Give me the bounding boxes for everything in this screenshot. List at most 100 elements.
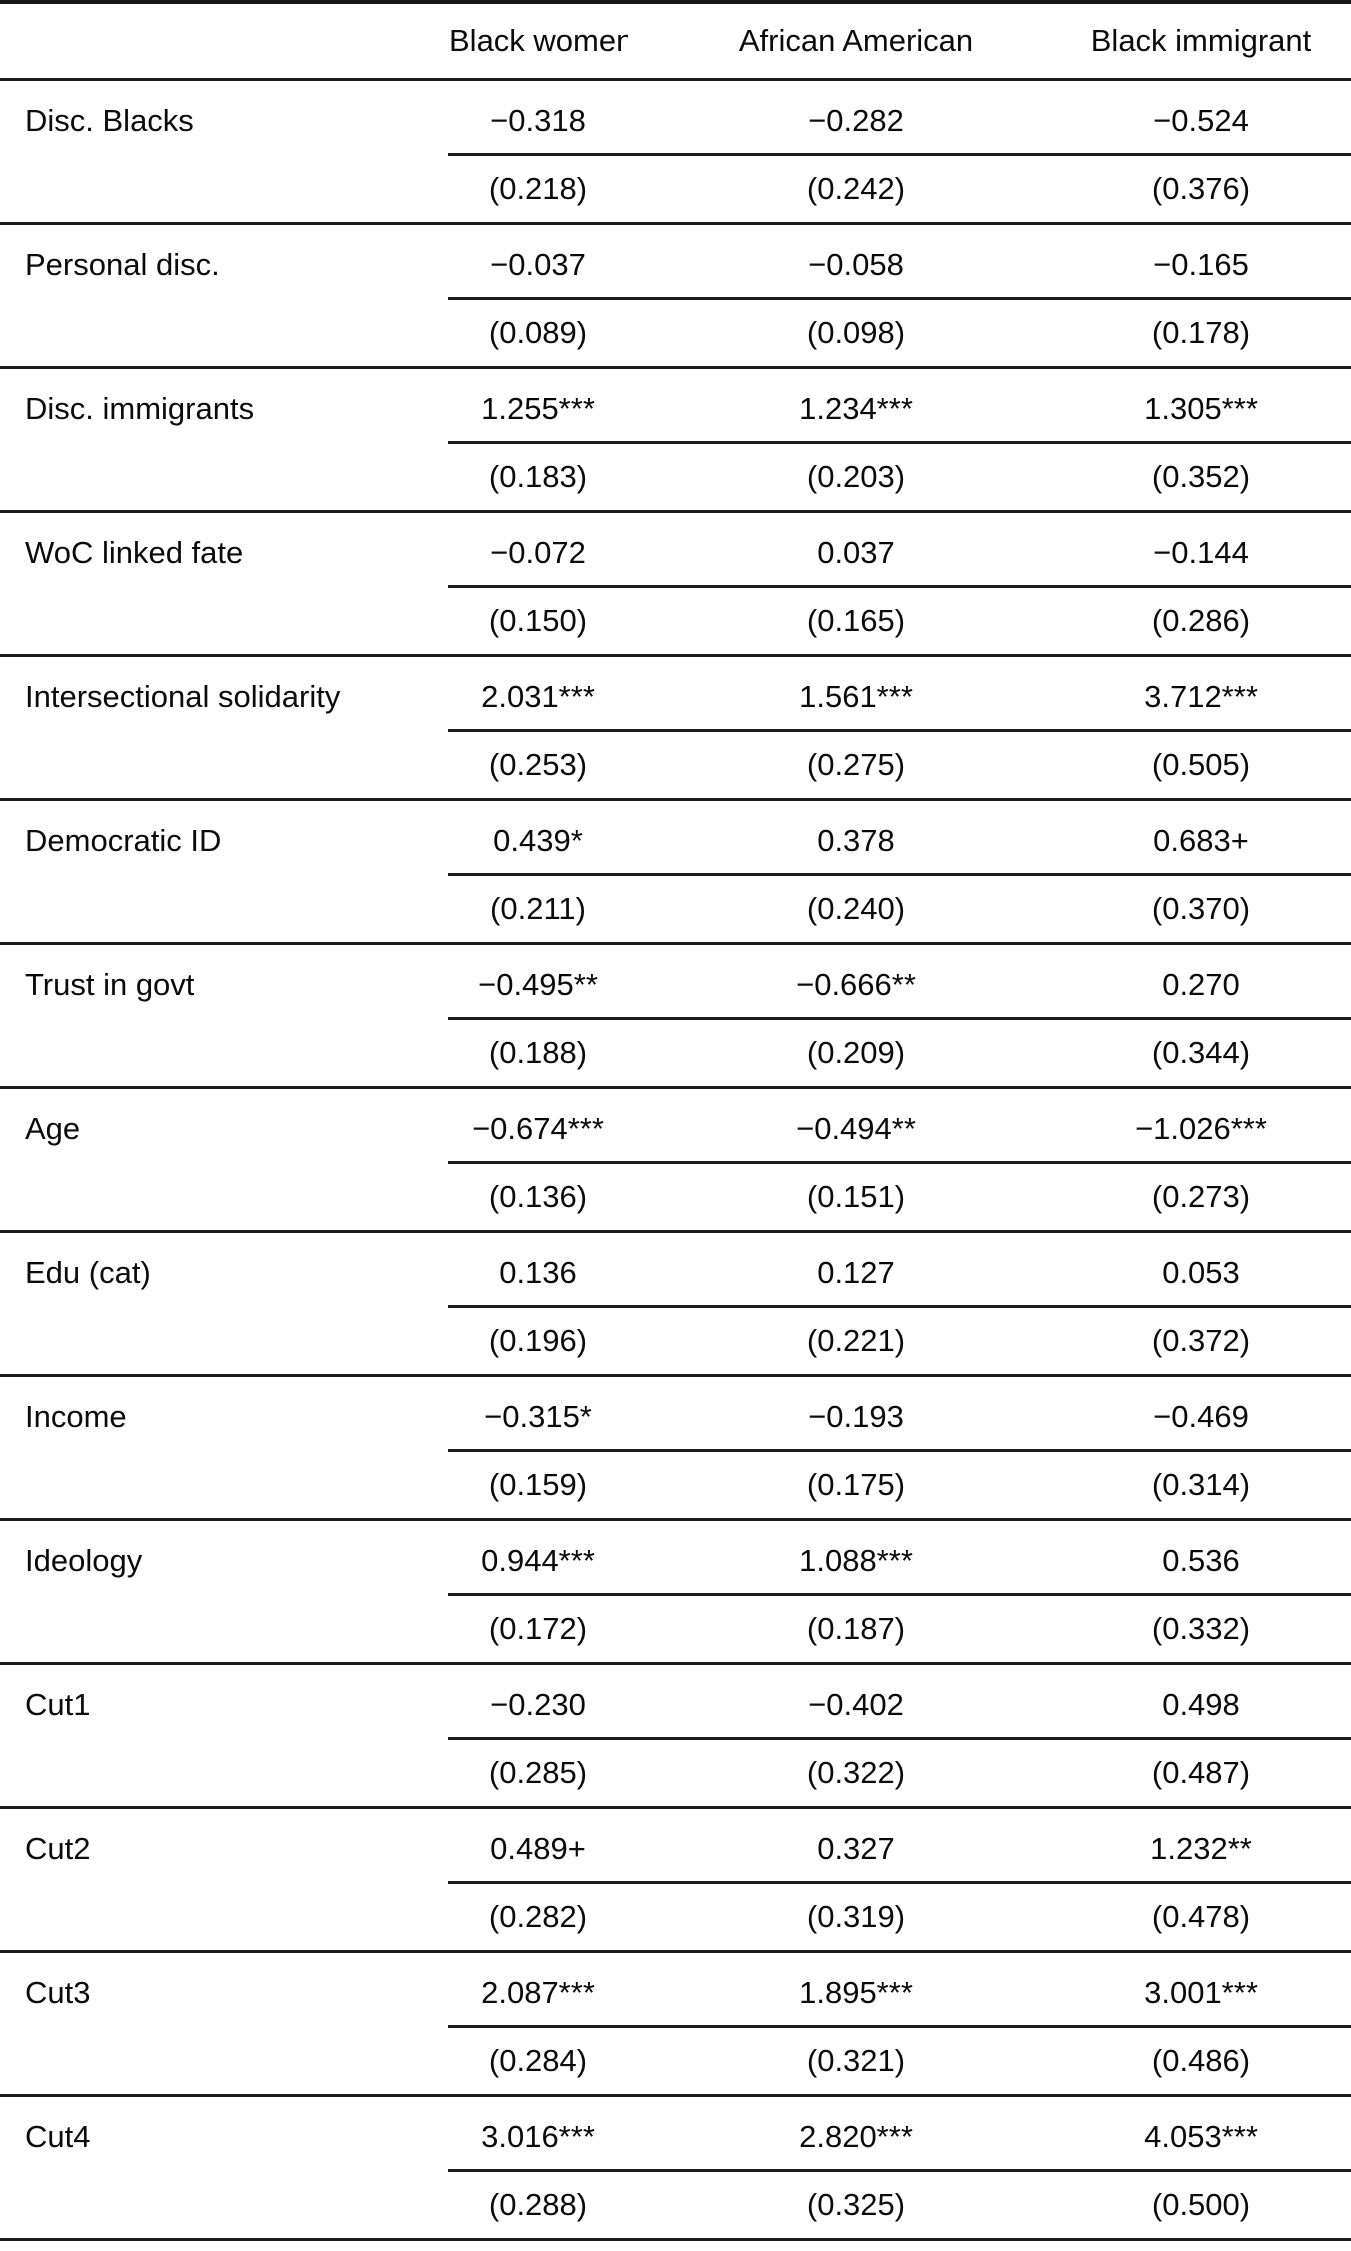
coefficient-value: 1.561***	[628, 655, 1084, 732]
row-label: Cut1	[25, 1687, 91, 1723]
standard-error-value: (0.325)	[628, 2170, 1084, 2241]
standard-error-value: (0.321)	[628, 2026, 1084, 2097]
coefficient-row: Cut4 3.016*** 2.820*** 4.053***	[0, 2095, 1351, 2172]
coefficient-value: 1.895***	[628, 1951, 1084, 2028]
standard-error-row: (0.188) (0.209) (0.344)	[0, 1018, 1351, 1089]
standard-error-value: (0.150)	[448, 586, 628, 657]
standard-error-value: (0.203)	[628, 442, 1084, 513]
standard-error-row: (0.183) (0.203) (0.352)	[0, 442, 1351, 513]
standard-error-value: (0.370)	[1084, 874, 1351, 945]
coefficient-value: 0.327	[628, 1807, 1084, 1884]
empty-cell	[0, 874, 448, 945]
coefficient-value: −0.402	[628, 1663, 1084, 1740]
standard-error-value: (0.376)	[1084, 154, 1351, 225]
standard-error-row: (0.288) (0.325) (0.500)	[0, 2170, 1351, 2241]
standard-error-value: (0.284)	[448, 2026, 628, 2097]
standard-error-row: (0.089) (0.098) (0.178)	[0, 298, 1351, 369]
standard-error-value: (0.178)	[1084, 298, 1351, 369]
coefficient-value: 0.127	[628, 1231, 1084, 1308]
coefficient-value: 0.489+	[448, 1807, 628, 1884]
standard-error-value: (0.165)	[628, 586, 1084, 657]
standard-error-value: (0.187)	[628, 1594, 1084, 1665]
standard-error-value: (0.332)	[1084, 1594, 1351, 1665]
standard-error-row: (0.150) (0.165) (0.286)	[0, 586, 1351, 657]
empty-cell	[0, 154, 448, 225]
empty-cell	[0, 1450, 448, 1521]
standard-error-value: (0.273)	[1084, 1162, 1351, 1233]
coefficient-value: −0.495**	[448, 943, 628, 1020]
row-label: Trust in govt	[25, 967, 195, 1003]
standard-error-row: (0.285) (0.322) (0.487)	[0, 1738, 1351, 1809]
empty-cell	[0, 1306, 448, 1377]
empty-cell	[0, 442, 448, 513]
coefficient-value: 1.234***	[628, 367, 1084, 444]
standard-error-value: (0.136)	[448, 1162, 628, 1233]
coefficient-value: −0.469	[1084, 1375, 1351, 1452]
row-label: Cut3	[25, 1975, 91, 2011]
empty-cell	[0, 298, 448, 369]
standard-error-row: (0.211) (0.240) (0.370)	[0, 874, 1351, 945]
coefficient-row: Edu (cat) 0.136 0.127 0.053	[0, 1231, 1351, 1308]
coefficient-value: −0.058	[628, 223, 1084, 300]
standard-error-value: (0.242)	[628, 154, 1084, 225]
coefficient-value: 0.136	[448, 1231, 628, 1308]
coefficient-value: −0.315*	[448, 1375, 628, 1452]
standard-error-value: (0.175)	[628, 1450, 1084, 1521]
standard-error-value: (0.288)	[448, 2170, 628, 2241]
empty-cell	[0, 1738, 448, 1809]
standard-error-value: (0.500)	[1084, 2170, 1351, 2241]
empty-cell	[0, 1594, 448, 1665]
coefficient-value: 0.439*	[448, 799, 628, 876]
standard-error-value: (0.285)	[448, 1738, 628, 1809]
standard-error-value: (0.211)	[448, 874, 628, 945]
coefficient-value: 3.712***	[1084, 655, 1351, 732]
standard-error-value: (0.188)	[448, 1018, 628, 1089]
coefficient-value: −0.072	[448, 511, 628, 588]
standard-error-value: (0.505)	[1084, 730, 1351, 801]
row-label: Democratic ID	[25, 823, 222, 859]
coefficient-value: −0.282	[628, 79, 1084, 156]
coefficient-value: 1.305***	[1084, 367, 1351, 444]
coefficient-value: 2.087***	[448, 1951, 628, 2028]
standard-error-value: (0.286)	[1084, 586, 1351, 657]
standard-error-value: (0.344)	[1084, 1018, 1351, 1089]
coefficient-value: 0.378	[628, 799, 1084, 876]
standard-error-value: (0.151)	[628, 1162, 1084, 1233]
coefficient-row: Cut1 −0.230 −0.402 0.498	[0, 1663, 1351, 1740]
standard-error-row: (0.159) (0.175) (0.314)	[0, 1450, 1351, 1521]
coefficient-row: Age −0.674*** −0.494** −1.026***	[0, 1087, 1351, 1164]
empty-cell	[0, 586, 448, 657]
standard-error-value: (0.275)	[628, 730, 1084, 801]
standard-error-value: (0.322)	[628, 1738, 1084, 1809]
coefficient-value: −0.494**	[628, 1087, 1084, 1164]
coefficient-value: −0.037	[448, 223, 628, 300]
coefficient-row: Cut2 0.489+ 0.327 1.232**	[0, 1807, 1351, 1884]
coefficient-value: −0.230	[448, 1663, 628, 1740]
standard-error-value: (0.089)	[448, 298, 628, 369]
empty-cell	[0, 1018, 448, 1089]
coefficient-value: 3.016***	[448, 2095, 628, 2172]
coefficient-row: Ideology 0.944*** 1.088*** 0.536	[0, 1519, 1351, 1596]
row-label: Cut4	[25, 2119, 91, 2155]
coefficient-value: −0.165	[1084, 223, 1351, 300]
row-label: Edu (cat)	[25, 1255, 151, 1291]
coefficient-row: Disc. Blacks −0.318 −0.282 −0.524	[0, 79, 1351, 156]
column-header-african-american: African American	[628, 2, 1084, 81]
coefficient-value: −1.026***	[1084, 1087, 1351, 1164]
coefficient-value: 1.232**	[1084, 1807, 1351, 1884]
standard-error-row: (0.196) (0.221) (0.372)	[0, 1306, 1351, 1377]
coefficient-value: −0.318	[448, 79, 628, 156]
header-row: Black women African American Black immig…	[0, 2, 1351, 81]
coefficient-row: Intersectional solidarity 2.031*** 1.561**…	[0, 655, 1351, 732]
standard-error-value: (0.209)	[628, 1018, 1084, 1089]
coefficient-row: Income −0.315* −0.193 −0.469	[0, 1375, 1351, 1452]
standard-error-value: (0.159)	[448, 1450, 628, 1521]
coefficient-value: −0.144	[1084, 511, 1351, 588]
coefficient-value: 0.944***	[448, 1519, 628, 1596]
standard-error-value: (0.478)	[1084, 1882, 1351, 1953]
standard-error-row: (0.172) (0.187) (0.332)	[0, 1594, 1351, 1665]
coefficient-value: 0.037	[628, 511, 1084, 588]
stat-label: r2_p	[0, 2239, 448, 2251]
